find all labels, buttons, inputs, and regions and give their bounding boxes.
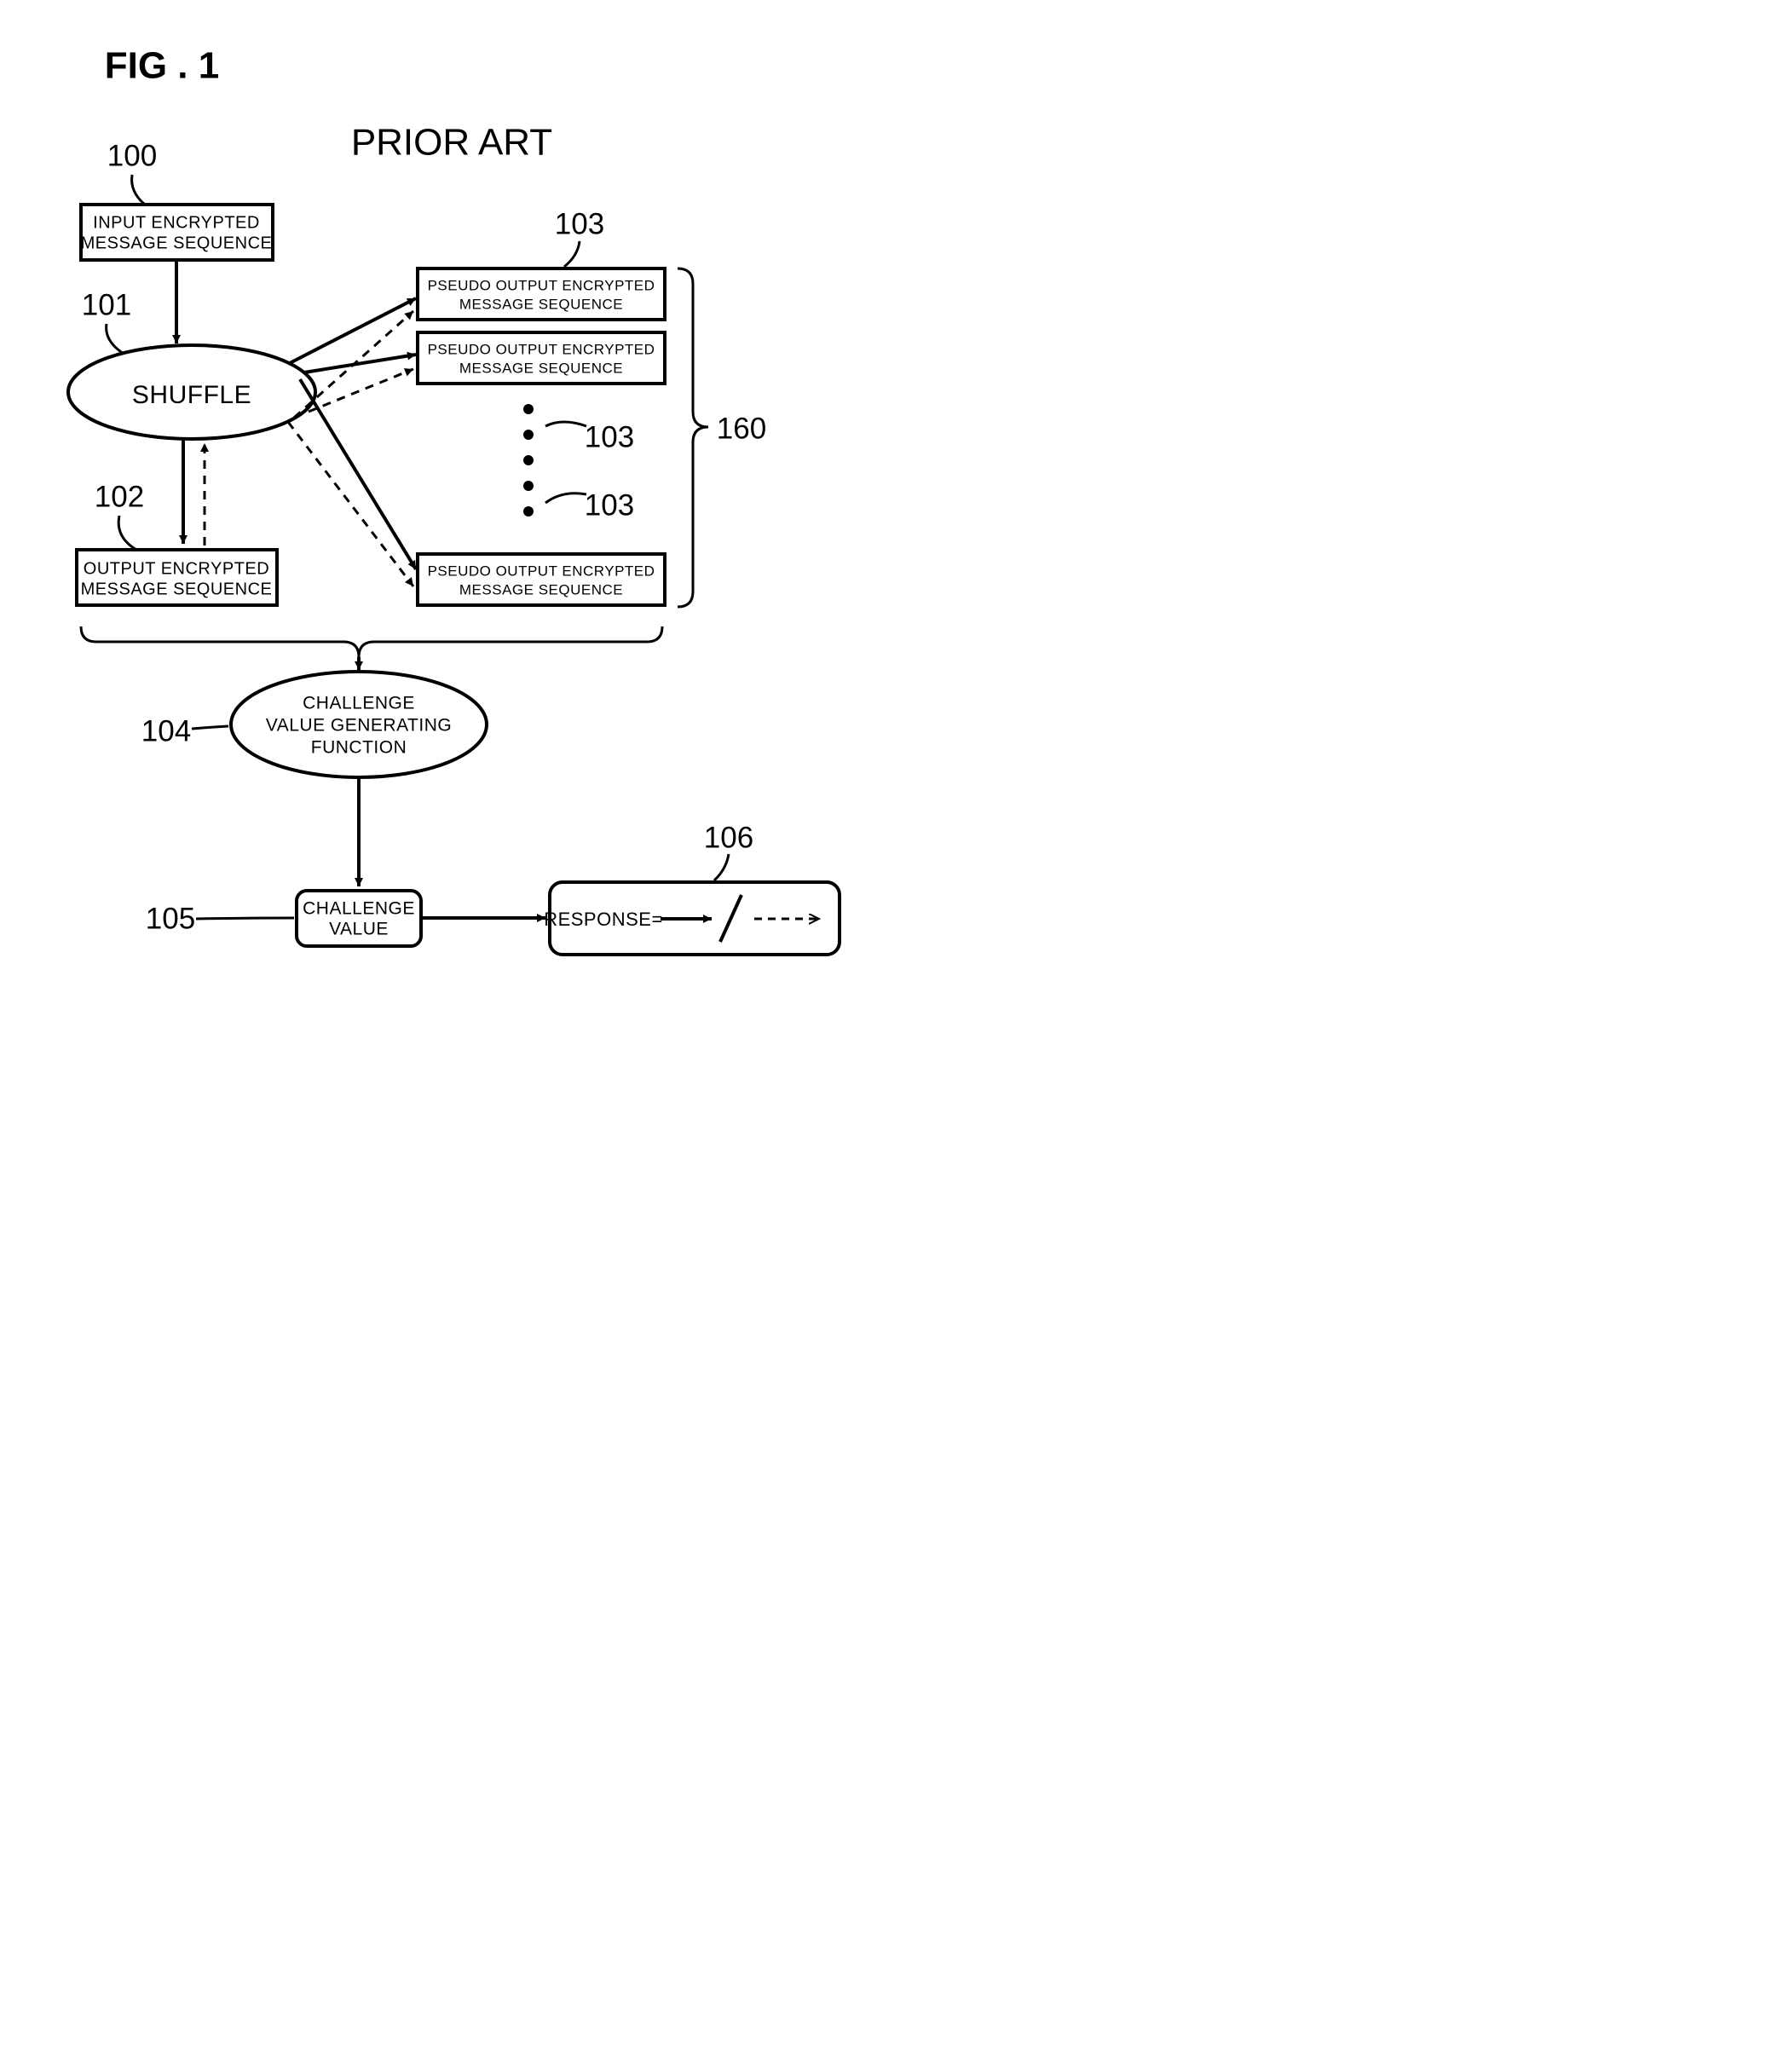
box-input-encrypted: INPUT ENCRYPTED MESSAGE SEQUENCE — [81, 205, 273, 260]
svg-text:CHALLENGE: CHALLENGE — [303, 899, 415, 919]
dot — [523, 430, 534, 440]
response-box: RESPONSE= — [544, 882, 840, 955]
label-103-mid: 103 — [585, 420, 634, 453]
challenge-fn-node: CHALLENGE VALUE GENERATING FUNCTION — [231, 672, 487, 777]
arrow-shuffle-103b-dash — [309, 369, 413, 412]
leader-101 — [107, 324, 124, 354]
svg-text:FUNCTION: FUNCTION — [311, 738, 407, 758]
svg-text:OUTPUT ENCRYPTED: OUTPUT ENCRYPTED — [84, 559, 269, 578]
leader-105 — [196, 918, 294, 919]
label-102: 102 — [95, 480, 144, 513]
box-pseudo-3: PSEUDO OUTPUT ENCRYPTED MESSAGE SEQUENCE — [418, 554, 665, 605]
leader-106 — [714, 854, 729, 880]
arrow-shuffle-103b-solid — [304, 355, 416, 372]
box-pseudo-1: PSEUDO OUTPUT ENCRYPTED MESSAGE SEQUENCE — [418, 268, 665, 320]
leader-100 — [132, 175, 145, 205]
leader-102 — [118, 516, 136, 550]
dot — [523, 455, 534, 465]
svg-text:INPUT ENCRYPTED: INPUT ENCRYPTED — [93, 213, 260, 232]
prior-art: PRIOR ART — [351, 122, 552, 164]
svg-text:MESSAGE SEQUENCE: MESSAGE SEQUENCE — [81, 580, 273, 598]
svg-text:VALUE GENERATING: VALUE GENERATING — [266, 716, 452, 736]
svg-text:MESSAGE SEQUENCE: MESSAGE SEQUENCE — [459, 360, 623, 376]
leader-103-top — [564, 241, 580, 267]
diagram-svg: FIG . 1 PRIOR ART 100 INPUT ENCRYPTED ME… — [34, 34, 926, 1070]
brace-bottom — [81, 626, 662, 657]
svg-text:SHUFFLE: SHUFFLE — [132, 381, 251, 409]
label-105: 105 — [146, 902, 195, 935]
figure-label: FIG . 1 — [105, 45, 219, 87]
dot — [523, 481, 534, 491]
box-output-encrypted: OUTPUT ENCRYPTED MESSAGE SEQUENCE — [77, 550, 277, 605]
arrow-shuffle-103c-dash — [288, 422, 413, 586]
svg-text:VALUE: VALUE — [329, 920, 389, 939]
arrow-shuffle-103a-solid — [288, 298, 416, 364]
box-pseudo-2: PSEUDO OUTPUT ENCRYPTED MESSAGE SEQUENCE — [418, 332, 665, 384]
leader-104 — [192, 726, 228, 729]
svg-text:CHALLENGE: CHALLENGE — [303, 694, 415, 713]
leader-103-bot — [545, 493, 586, 503]
svg-text:PSEUDO OUTPUT ENCRYPTED: PSEUDO OUTPUT ENCRYPTED — [428, 277, 655, 293]
shuffle-node: SHUFFLE — [68, 345, 315, 439]
svg-text:PSEUDO OUTPUT ENCRYPTED: PSEUDO OUTPUT ENCRYPTED — [428, 341, 655, 357]
label-103-bot: 103 — [585, 488, 634, 522]
label-104: 104 — [141, 714, 191, 747]
arrow-shuffle-103c-solid — [300, 379, 416, 569]
dot — [523, 404, 534, 414]
svg-text:MESSAGE SEQUENCE: MESSAGE SEQUENCE — [459, 296, 623, 312]
label-106: 106 — [704, 821, 753, 854]
brace-160 — [678, 268, 708, 607]
dot — [523, 506, 534, 517]
label-101: 101 — [82, 288, 131, 321]
svg-text:PSEUDO OUTPUT ENCRYPTED: PSEUDO OUTPUT ENCRYPTED — [428, 563, 655, 579]
svg-text:MESSAGE SEQUENCE: MESSAGE SEQUENCE — [459, 581, 623, 597]
challenge-value-box: CHALLENGE VALUE — [297, 891, 421, 946]
label-160: 160 — [717, 412, 766, 445]
leader-103-mid — [545, 422, 586, 426]
svg-text:MESSAGE SEQUENCE: MESSAGE SEQUENCE — [81, 234, 273, 252]
label-100: 100 — [107, 139, 157, 172]
svg-text:RESPONSE=: RESPONSE= — [544, 909, 663, 930]
label-103-top: 103 — [555, 207, 604, 240]
